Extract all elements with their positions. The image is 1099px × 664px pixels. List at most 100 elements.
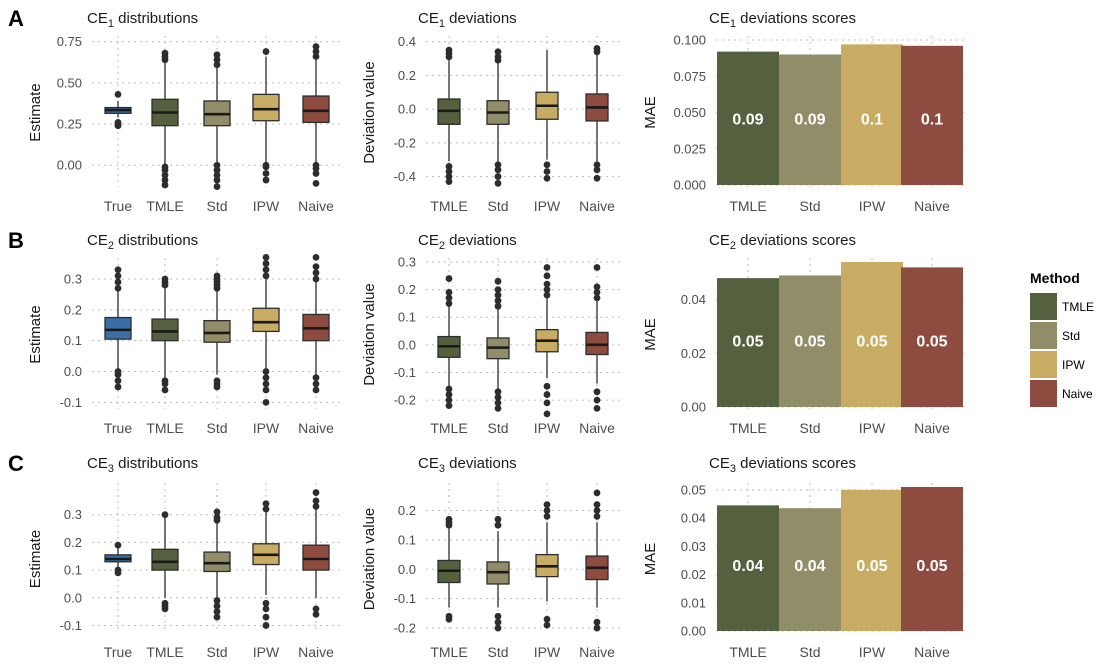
y-axis-title: MAE bbox=[642, 318, 659, 351]
outlier-point bbox=[312, 386, 320, 394]
panel-b-deviations: CE2 deviations -0.2 -0.1 0.0 0.1 0.2 0.3 Deviat… bbox=[361, 232, 622, 436]
y-tick-label: -0.4 bbox=[394, 169, 416, 184]
y-axis-title: Estimate bbox=[27, 83, 44, 141]
y-tick-label: 0.00 bbox=[681, 400, 706, 415]
box-std bbox=[486, 48, 510, 187]
box-tmle bbox=[437, 275, 461, 410]
panel-c-distributions: CE3 distributions -0.1 0.0 0.1 0.2 0.3 Estimat… bbox=[27, 455, 342, 660]
outlier-point bbox=[494, 624, 502, 632]
x-tick-label: TMLE bbox=[729, 644, 766, 660]
bar-naive bbox=[901, 267, 963, 407]
box-naive bbox=[585, 45, 609, 182]
bar-value-label: 0.09 bbox=[794, 112, 825, 129]
x-tick-label: Naive bbox=[914, 198, 950, 214]
x-tick-label: Std bbox=[799, 420, 820, 436]
box-naive bbox=[302, 43, 330, 187]
bar-naive bbox=[901, 45, 963, 185]
outlier-point bbox=[593, 388, 601, 396]
outlier-point bbox=[494, 515, 502, 523]
bar-std bbox=[779, 275, 841, 407]
panel-title-rest: deviations scores bbox=[736, 455, 856, 472]
bar-std bbox=[779, 508, 841, 631]
outlier-point bbox=[312, 253, 320, 261]
outlier-point bbox=[213, 602, 221, 610]
box-ipw bbox=[252, 500, 280, 629]
outlier-point bbox=[543, 264, 551, 271]
x-tick-label: IPW bbox=[253, 420, 280, 436]
outlier-point bbox=[543, 286, 551, 294]
outlier-point bbox=[593, 174, 601, 182]
panel-label-c: C bbox=[8, 451, 24, 476]
x-tick-label: Std bbox=[206, 198, 227, 214]
y-tick-label: 0.00 bbox=[57, 158, 82, 173]
x-tick-label: Naive bbox=[579, 420, 615, 436]
x-tick-label: TMLE bbox=[146, 198, 183, 214]
x-tick-label: TMLE bbox=[430, 198, 467, 214]
outlier-point bbox=[445, 300, 453, 307]
outlier-point bbox=[213, 377, 221, 385]
x-tick-label: Std bbox=[799, 644, 820, 660]
legend-label-naive: Naive bbox=[1062, 387, 1093, 401]
outlier-point bbox=[494, 173, 502, 180]
box-ipw bbox=[252, 253, 280, 406]
outlier-point bbox=[114, 541, 122, 549]
outlier-point bbox=[445, 173, 453, 180]
outlier-point bbox=[543, 615, 551, 623]
outlier-point bbox=[312, 275, 320, 283]
y-tick-label: 0.75 bbox=[57, 34, 82, 49]
x-tick-label: TMLE bbox=[146, 420, 183, 436]
outlier-point bbox=[312, 497, 320, 505]
bar-value-label: 0.05 bbox=[856, 334, 887, 351]
panel-title-subscript: 3 bbox=[108, 463, 114, 475]
box-std bbox=[486, 515, 510, 632]
outlier-point bbox=[161, 386, 169, 394]
legend-swatch-ipw bbox=[1030, 351, 1057, 378]
outlier-point bbox=[262, 170, 270, 177]
outlier-point bbox=[494, 166, 502, 174]
y-tick-label: 0.100 bbox=[673, 33, 706, 48]
outlier-point bbox=[262, 398, 270, 406]
x-tick-label: Naive bbox=[579, 198, 615, 214]
outlier-point bbox=[445, 163, 453, 170]
x-tick-label: IPW bbox=[253, 198, 280, 214]
box-true bbox=[104, 266, 132, 391]
outlier-point bbox=[543, 507, 551, 514]
y-tick-label: 0.1 bbox=[64, 333, 82, 348]
bar-value-label: 0.1 bbox=[861, 112, 883, 129]
outlier-point bbox=[114, 566, 122, 574]
outlier-point bbox=[593, 624, 601, 632]
panel-title: CE1 distributions bbox=[87, 10, 198, 30]
legend-swatch-tmle bbox=[1030, 293, 1057, 320]
bar-value-label: 0.05 bbox=[916, 334, 947, 351]
box-tmle bbox=[151, 275, 179, 394]
y-tick-label: 0.0 bbox=[398, 562, 416, 577]
panel-title: CE1 deviations bbox=[418, 10, 517, 30]
panel-title-rest: distributions bbox=[114, 10, 198, 27]
panel-title-rest: distributions bbox=[114, 232, 198, 249]
box-std bbox=[203, 51, 231, 191]
outlier-point bbox=[312, 179, 320, 187]
outlier-point bbox=[213, 183, 221, 191]
outlier-point bbox=[445, 178, 453, 186]
y-tick-label: 0.0 bbox=[398, 337, 416, 352]
panel-a-scores: CE1 deviations scores 0.000 0.025 0.050 0.07… bbox=[642, 10, 968, 214]
outlier-point bbox=[494, 399, 502, 407]
y-tick-label: 0.04 bbox=[681, 292, 706, 307]
panel-title-main: CE bbox=[418, 455, 439, 472]
y-tick-label: 0.05 bbox=[681, 482, 706, 497]
y-tick-label: 0.025 bbox=[673, 141, 706, 156]
panel-title-rest: deviations bbox=[445, 232, 517, 249]
outlier-point bbox=[161, 49, 169, 57]
x-tick-label: Std bbox=[487, 644, 508, 660]
outlier-point bbox=[312, 170, 320, 177]
outlier-point bbox=[445, 402, 453, 410]
panel-title-subscript: 2 bbox=[108, 240, 114, 252]
x-tick-label: Naive bbox=[298, 198, 334, 214]
y-tick-label: 0.050 bbox=[673, 105, 706, 120]
y-tick-label: 0.03 bbox=[681, 539, 706, 554]
panel-title-subscript: 3 bbox=[439, 463, 445, 475]
panel-label-a: A bbox=[8, 6, 24, 31]
box-iqr bbox=[203, 319, 231, 343]
outlier-point bbox=[312, 43, 320, 50]
box-iqr bbox=[203, 551, 231, 573]
